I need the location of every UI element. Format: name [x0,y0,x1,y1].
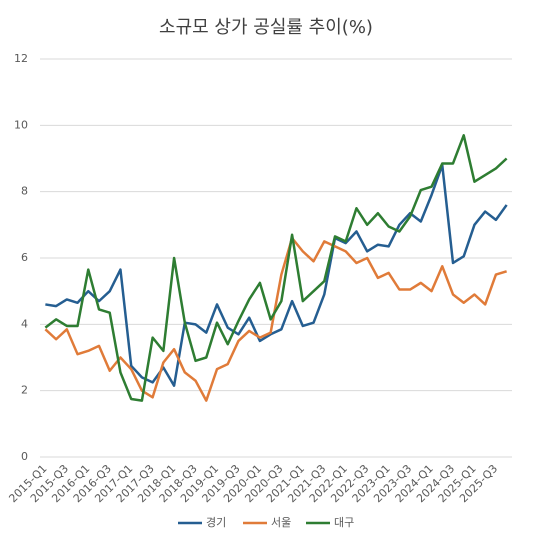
y-tick-label: 6 [21,251,28,264]
legend-label: 대구 [334,516,354,529]
legend-label: 서울 [271,516,291,529]
series-line [44,236,508,402]
y-tick-label: 0 [21,450,28,463]
series-line [45,163,508,387]
y-tick-label: 10 [14,118,28,131]
legend-label: 경기 [206,516,226,529]
series-line [44,134,508,402]
y-tick-label: 2 [21,384,28,397]
chart-title: 소규모 상가 공실률 추이(%) [159,17,373,38]
y-tick-label: 12 [14,52,28,65]
y-tick-label: 8 [21,185,28,198]
y-tick-label: 4 [21,317,28,330]
